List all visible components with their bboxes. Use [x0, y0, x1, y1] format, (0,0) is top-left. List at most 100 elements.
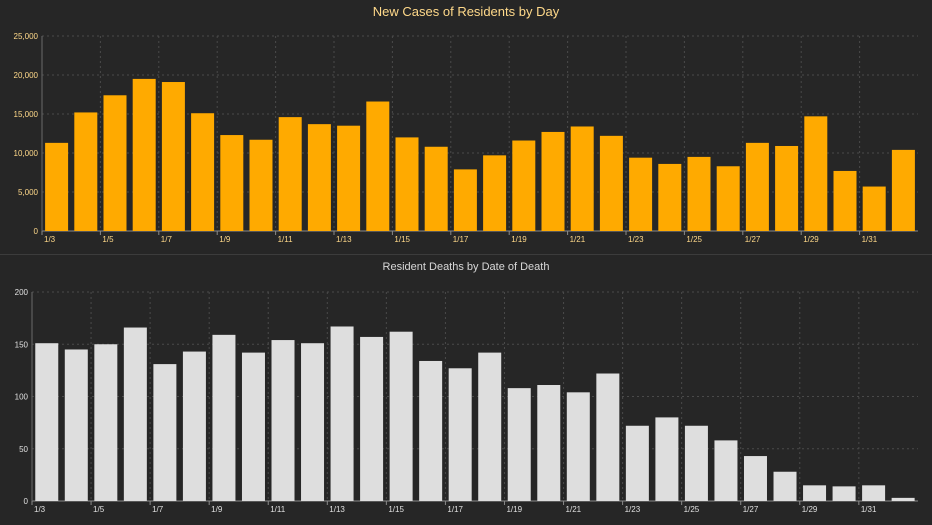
deaths-bar-1-26[interactable] [714, 440, 738, 501]
deaths-x-tick-label: 1/17 [447, 505, 463, 514]
deaths-bar-1-18[interactable] [478, 352, 502, 501]
deaths-bar-1-31[interactable] [862, 485, 886, 501]
deaths-chart: 0 50 100 150 200 1/3 1/5 1/7 1/9 1/11 1/13 1/15 1/17… [15, 288, 918, 514]
cases-bar-1-9[interactable] [220, 135, 244, 231]
cases-bar-1-20[interactable] [541, 131, 565, 231]
cases-bar-1-3[interactable] [45, 142, 69, 231]
deaths-x-tick-label: 1/3 [34, 505, 46, 514]
cases-x-tick-label: 1/11 [278, 235, 294, 244]
deaths-bar-1-21[interactable] [566, 392, 590, 501]
deaths-y-tick-label: 150 [15, 340, 29, 349]
cases-bar-1-24[interactable] [658, 163, 682, 231]
deaths-bar-1-16[interactable] [419, 360, 443, 501]
cases-bar-1-10[interactable] [249, 139, 273, 231]
deaths-bar-1-8[interactable] [182, 351, 206, 501]
deaths-x-tick-label: 1/23 [625, 505, 641, 514]
cases-x-tick-label: 1/13 [336, 235, 352, 244]
cases-bar-1-4[interactable] [74, 112, 98, 231]
cases-chart: 0 5,000 10,000 15,000 20,000 25,000 1/3 1/5 1/7 1… [14, 32, 918, 244]
deaths-bar-1-27[interactable] [743, 456, 767, 501]
deaths-bar-1-9[interactable] [212, 334, 236, 501]
deaths-bar-1-13[interactable] [330, 326, 354, 501]
cases-bar-1-27[interactable] [745, 142, 769, 231]
cases-bar-1-14[interactable] [366, 101, 390, 232]
deaths-y-tick-label: 200 [15, 288, 29, 297]
cases-bar-1-6[interactable] [132, 78, 156, 232]
deaths-bar-1-25[interactable] [684, 425, 708, 501]
deaths-x-tick-label: 1/25 [684, 505, 700, 514]
cases-y-tick-label: 5,000 [18, 188, 39, 197]
deaths-bar-1-24[interactable] [655, 417, 679, 501]
deaths-bar-1-30[interactable] [832, 486, 856, 501]
deaths-bar-1-23[interactable] [625, 425, 649, 501]
deaths-x-tick-label: 1/21 [566, 505, 582, 514]
cases-bar-1-18[interactable] [483, 155, 507, 231]
cases-x-tick-label: 1/5 [102, 235, 114, 244]
cases-bar-1-12[interactable] [307, 124, 331, 231]
deaths-x-tick-label: 1/27 [743, 505, 759, 514]
deaths-bar-1-19[interactable] [507, 388, 531, 501]
cases-x-tick-label: 1/15 [394, 235, 410, 244]
cases-x-tick-label: 1/17 [453, 235, 469, 244]
deaths-bar-1-6[interactable] [123, 327, 147, 501]
cases-bar-1-28[interactable] [775, 145, 799, 231]
cases-y-tick-label: 25,000 [14, 32, 39, 41]
cases-x-tick-label: 1/25 [686, 235, 702, 244]
cases-bar-1-8[interactable] [191, 113, 215, 231]
cases-bar-2-1[interactable] [891, 149, 915, 231]
cases-bar-1-16[interactable] [424, 146, 448, 231]
cases-bar-1-29[interactable] [804, 116, 828, 231]
cases-x-tick-label: 1/9 [219, 235, 231, 244]
cases-bar-1-22[interactable] [599, 135, 623, 231]
cases-chart-panel: 0 5,000 10,000 15,000 20,000 25,000 1/3 1/5 1/7 1… [0, 0, 932, 254]
cases-bar-1-19[interactable] [512, 140, 536, 231]
cases-x-tick-label: 1/21 [570, 235, 586, 244]
deaths-x-tick-label: 1/9 [211, 505, 223, 514]
deaths-x-tick-label: 1/19 [506, 505, 522, 514]
deaths-bar-1-3[interactable] [35, 343, 59, 501]
cases-bar-1-26[interactable] [716, 166, 740, 231]
cases-bar-1-25[interactable] [687, 156, 711, 231]
deaths-bar-2-1[interactable] [891, 497, 915, 501]
deaths-bar-1-7[interactable] [153, 364, 177, 501]
cases-x-tick-label: 1/31 [862, 235, 878, 244]
deaths-x-tick-label: 1/7 [152, 505, 164, 514]
deaths-x-tick-label: 1/15 [388, 505, 404, 514]
deaths-bar-1-14[interactable] [360, 336, 384, 501]
cases-x-tick-label: 1/23 [628, 235, 644, 244]
deaths-chart-title: Resident Deaths by Date of Death [382, 261, 550, 273]
deaths-bar-1-15[interactable] [389, 331, 413, 501]
deaths-y-tick-label: 100 [15, 393, 29, 402]
deaths-bar-1-17[interactable] [448, 368, 472, 501]
deaths-bar-1-20[interactable] [537, 385, 561, 501]
cases-bar-1-21[interactable] [570, 126, 594, 231]
cases-bar-1-11[interactable] [278, 117, 302, 231]
deaths-bar-1-11[interactable] [271, 340, 295, 501]
cases-y-tick-label: 20,000 [14, 71, 39, 80]
deaths-bar-1-4[interactable] [64, 349, 88, 501]
deaths-x-tick-label: 1/11 [270, 505, 286, 514]
cases-x-tick-label: 1/7 [161, 235, 173, 244]
cases-bar-1-7[interactable] [161, 82, 185, 232]
cases-x-tick-label: 1/19 [511, 235, 527, 244]
deaths-y-tick-label: 0 [24, 497, 29, 506]
deaths-x-tick-label: 1/31 [861, 505, 877, 514]
deaths-chart-panel: 0 50 100 150 200 1/3 1/5 1/7 1/9 1/11 1/13 1/15 1/17… [0, 254, 932, 524]
deaths-y-tick-label: 50 [19, 445, 28, 454]
deaths-bar-1-29[interactable] [803, 485, 827, 501]
cases-bar-1-13[interactable] [337, 125, 361, 231]
deaths-bar-1-10[interactable] [241, 352, 265, 501]
cases-bar-1-15[interactable] [395, 137, 419, 231]
deaths-x-tick-label: 1/29 [802, 505, 818, 514]
cases-bar-1-31[interactable] [862, 186, 886, 231]
deaths-bar-1-5[interactable] [94, 344, 118, 501]
deaths-bar-1-28[interactable] [773, 471, 797, 501]
deaths-bar-1-12[interactable] [301, 343, 325, 501]
cases-bar-1-23[interactable] [629, 157, 653, 231]
cases-bar-1-17[interactable] [453, 169, 477, 231]
cases-bar-1-30[interactable] [833, 170, 857, 231]
cases-bar-1-5[interactable] [103, 95, 127, 231]
deaths-bar-1-22[interactable] [596, 373, 620, 501]
deaths-x-tick-label: 1/13 [329, 505, 345, 514]
